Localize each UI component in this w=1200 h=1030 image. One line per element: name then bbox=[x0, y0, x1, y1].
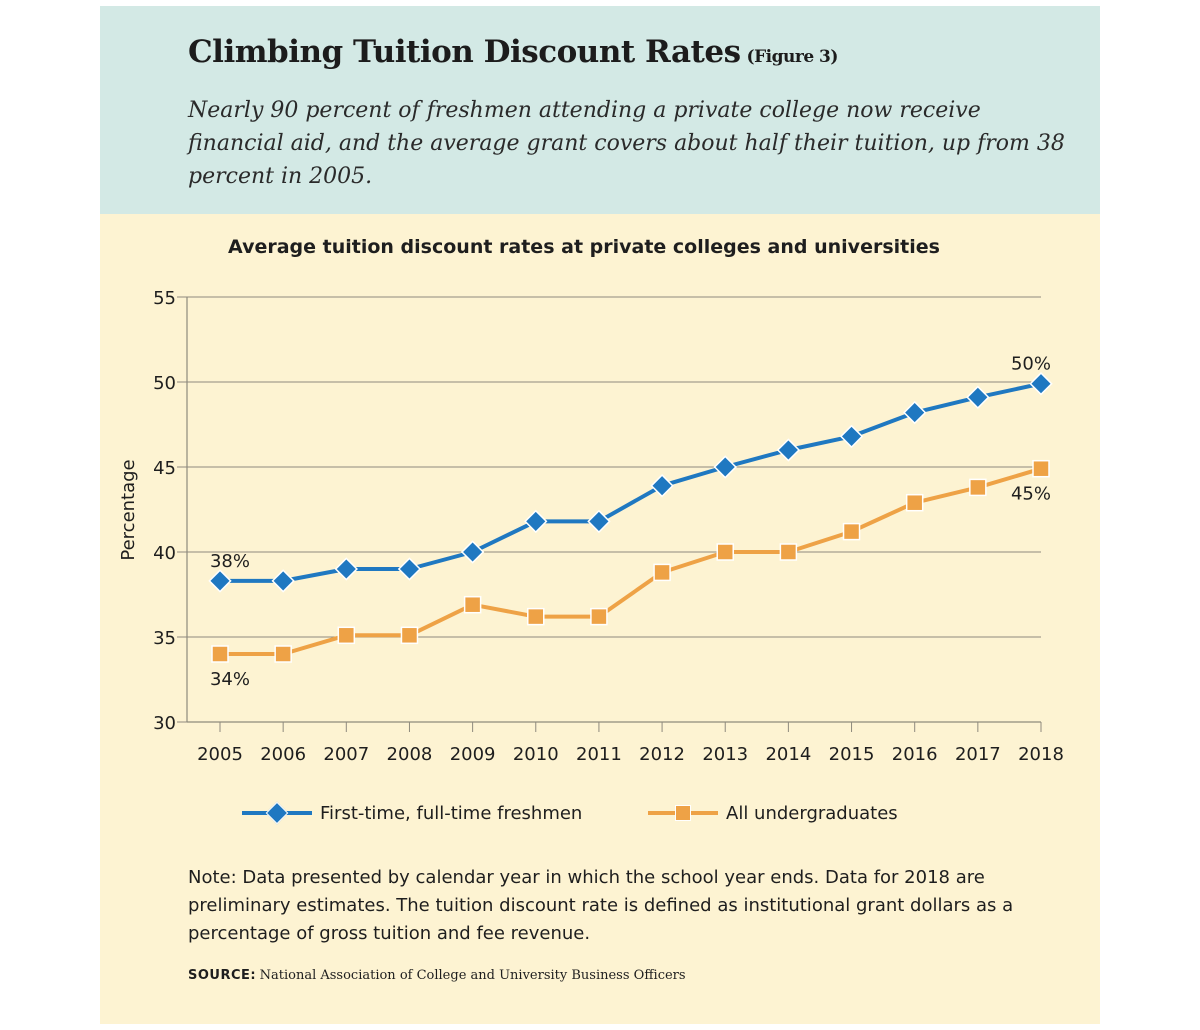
series-freshmen bbox=[208, 372, 1053, 593]
figure-title: Climbing Tuition Discount Rates (Figure 3… bbox=[188, 34, 838, 70]
x-tick-label-2011: 2011 bbox=[576, 744, 622, 765]
y-axis-label: Percentage bbox=[118, 459, 139, 560]
legend-item-freshmen: First-time, full-time freshmen bbox=[242, 798, 582, 828]
series-line-undergraduates bbox=[220, 466, 1042, 656]
series-group bbox=[208, 372, 1053, 663]
square-marker-2016 bbox=[905, 493, 924, 512]
diamond-marker-2006 bbox=[271, 569, 295, 593]
square-marker-2005 bbox=[211, 645, 229, 663]
x-tick-label-2018: 2018 bbox=[1018, 744, 1064, 765]
diamond-marker-2005 bbox=[208, 569, 232, 593]
x-tick-label-2007: 2007 bbox=[323, 744, 369, 765]
x-tick-label-2010: 2010 bbox=[513, 744, 559, 765]
legend-diamond-marker bbox=[265, 801, 289, 825]
square-marker-2013 bbox=[716, 543, 734, 561]
x-tick-label-2012: 2012 bbox=[639, 744, 685, 765]
legend-square-marker bbox=[675, 805, 691, 821]
data-labels: 38% 50% 34% 45% bbox=[210, 354, 1051, 690]
data-label-34pct: 34% bbox=[210, 669, 250, 690]
square-marker-2006 bbox=[274, 645, 292, 663]
diamond-marker-2015 bbox=[839, 424, 864, 449]
x-tick-label-2013: 2013 bbox=[702, 744, 748, 765]
y-tick-label-30: 30 bbox=[153, 713, 176, 734]
data-label-45pct: 45% bbox=[1011, 484, 1051, 505]
data-label-38pct: 38% bbox=[210, 551, 250, 572]
figure-title-text: Climbing Tuition Discount Rates bbox=[188, 34, 741, 70]
x-tick-label-2017: 2017 bbox=[955, 744, 1001, 765]
square-marker-2015 bbox=[842, 522, 861, 541]
y-tick-label-35: 35 bbox=[153, 628, 176, 649]
chart-legend: First-time, full-time freshmen All under… bbox=[242, 798, 962, 828]
grid-lines bbox=[187, 296, 1041, 638]
series-undergraduates bbox=[211, 459, 1050, 663]
diamond-marker-2016 bbox=[903, 400, 927, 425]
square-marker-2011 bbox=[590, 607, 608, 626]
square-marker-2009 bbox=[463, 595, 482, 614]
x-tick-label-2006: 2006 bbox=[260, 744, 306, 765]
diamond-marker-2014 bbox=[776, 438, 801, 462]
figure-subtitle: Nearly 90 percent of freshmen attending … bbox=[188, 98, 1065, 189]
chart-note: Note: Data presented by calendar year in… bbox=[188, 867, 1014, 944]
diamond-marker-2007 bbox=[334, 557, 358, 581]
legend-item-undergraduates: All undergraduates bbox=[648, 798, 898, 828]
legend-swatch-undergraduates bbox=[648, 798, 718, 828]
legend-swatch-freshmen bbox=[242, 798, 312, 828]
x-tick-label-2015: 2015 bbox=[829, 744, 875, 765]
square-marker-2008 bbox=[400, 626, 419, 645]
square-marker-2007 bbox=[337, 626, 356, 645]
diamond-marker-2013 bbox=[713, 455, 737, 479]
data-label-50pct: 50% bbox=[1011, 354, 1051, 375]
legend-label-undergraduates: All undergraduates bbox=[726, 802, 898, 824]
source-text: National Association of College and Univ… bbox=[259, 968, 686, 983]
diamond-marker-2017 bbox=[966, 385, 990, 409]
figure-tag: (Figure 3) bbox=[746, 47, 839, 67]
diamond-marker-2018 bbox=[1029, 372, 1053, 396]
y-tick-label-45: 45 bbox=[153, 458, 176, 479]
diamond-marker-2009 bbox=[460, 540, 485, 564]
axes bbox=[177, 296, 1042, 732]
chart-title: Average tuition discount rates at privat… bbox=[228, 236, 940, 258]
y-tick-labels: 30 35 40 45 50 55 bbox=[153, 288, 176, 734]
y-tick-label-50: 50 bbox=[153, 373, 176, 394]
x-tick-label-2005: 2005 bbox=[197, 744, 243, 765]
square-marker-2014 bbox=[779, 543, 798, 561]
x-tick-labels: 2005 2006 2007 2008 2009 2010 2011 2012 2013 2014… bbox=[197, 744, 1064, 765]
y-tick-label-40: 40 bbox=[153, 543, 176, 564]
square-marker-2010 bbox=[527, 607, 545, 626]
diamond-marker-2010 bbox=[524, 509, 548, 534]
x-tick-label-2014: 2014 bbox=[765, 744, 811, 765]
x-tick-label-2009: 2009 bbox=[450, 744, 496, 765]
x-tick-label-2008: 2008 bbox=[387, 744, 433, 765]
y-tick-label-55: 55 bbox=[153, 288, 176, 309]
source-label: SOURCE: bbox=[188, 968, 257, 983]
legend-label-freshmen: First-time, full-time freshmen bbox=[320, 802, 583, 824]
figure-header: Climbing Tuition Discount Rates (Figure 3… bbox=[100, 6, 1100, 214]
diamond-marker-2012 bbox=[650, 474, 674, 498]
square-marker-2017 bbox=[969, 478, 987, 497]
square-marker-2018 bbox=[1032, 459, 1050, 478]
square-marker-2012 bbox=[653, 563, 671, 582]
diamond-marker-2008 bbox=[397, 557, 422, 581]
x-tick-label-2016: 2016 bbox=[892, 744, 938, 765]
diamond-marker-2011 bbox=[587, 509, 611, 534]
chart-source: SOURCE: National Association of College … bbox=[188, 968, 686, 984]
